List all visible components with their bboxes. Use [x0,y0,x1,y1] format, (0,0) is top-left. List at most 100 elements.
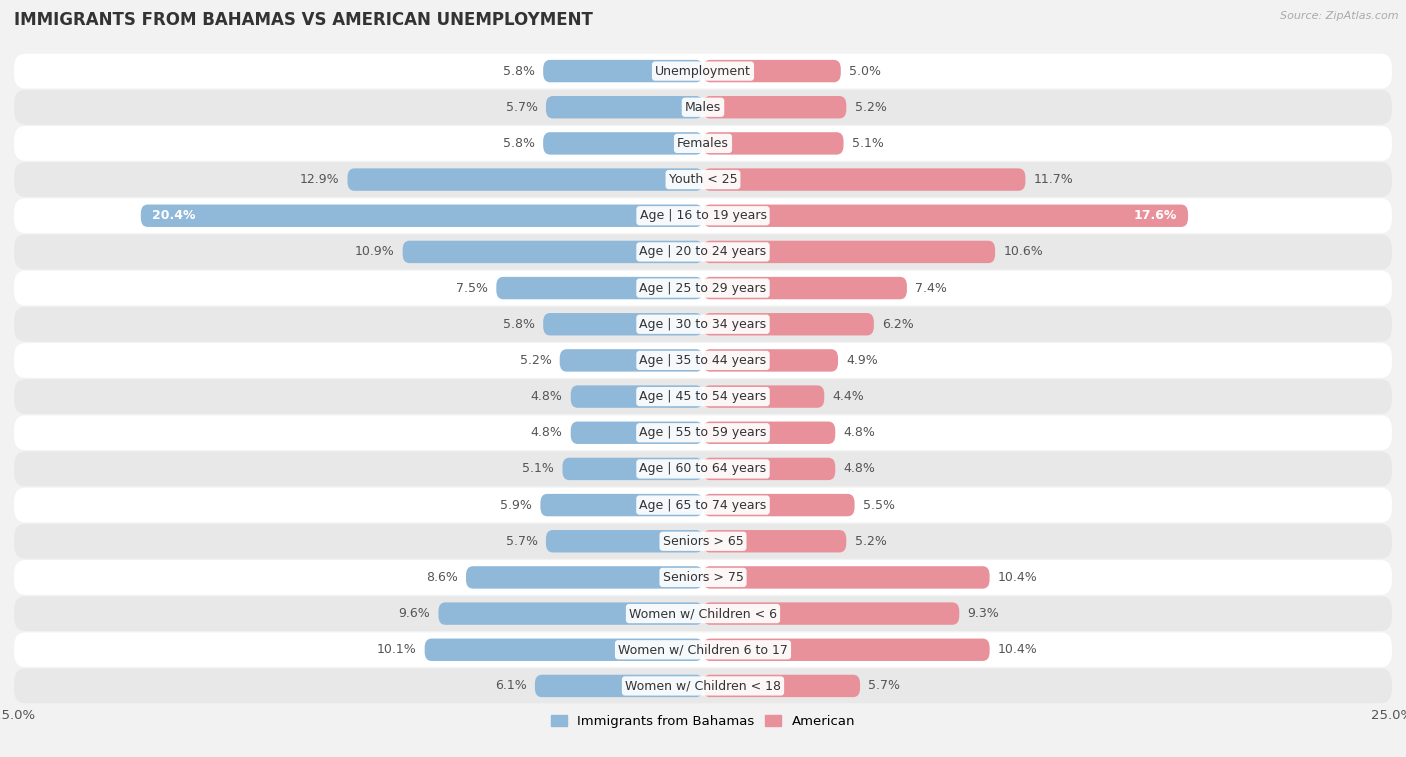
Text: 5.2%: 5.2% [520,354,551,367]
Text: 5.2%: 5.2% [855,101,886,114]
FancyBboxPatch shape [14,488,1392,522]
FancyBboxPatch shape [543,313,703,335]
Text: 5.9%: 5.9% [501,499,531,512]
Text: 9.6%: 9.6% [398,607,430,620]
FancyBboxPatch shape [703,674,860,697]
Text: 4.8%: 4.8% [844,426,876,439]
Text: 5.1%: 5.1% [522,463,554,475]
FancyBboxPatch shape [347,168,703,191]
Text: 8.6%: 8.6% [426,571,458,584]
FancyBboxPatch shape [562,458,703,480]
Text: Females: Females [678,137,728,150]
Text: Males: Males [685,101,721,114]
FancyBboxPatch shape [546,96,703,118]
Text: 7.5%: 7.5% [456,282,488,294]
Text: Age | 55 to 59 years: Age | 55 to 59 years [640,426,766,439]
Text: Age | 60 to 64 years: Age | 60 to 64 years [640,463,766,475]
FancyBboxPatch shape [425,639,703,661]
FancyBboxPatch shape [14,235,1392,269]
FancyBboxPatch shape [439,603,703,625]
FancyBboxPatch shape [703,168,1025,191]
Text: 20.4%: 20.4% [152,209,195,223]
Text: 5.7%: 5.7% [506,101,537,114]
Text: 11.7%: 11.7% [1033,173,1073,186]
FancyBboxPatch shape [703,349,838,372]
FancyBboxPatch shape [703,96,846,118]
FancyBboxPatch shape [14,668,1392,703]
FancyBboxPatch shape [546,530,703,553]
FancyBboxPatch shape [14,524,1392,559]
Text: 17.6%: 17.6% [1133,209,1177,223]
FancyBboxPatch shape [14,379,1392,414]
Text: 6.1%: 6.1% [495,680,527,693]
FancyBboxPatch shape [703,494,855,516]
FancyBboxPatch shape [703,530,846,553]
Text: 5.1%: 5.1% [852,137,884,150]
Text: Women w/ Children 6 to 17: Women w/ Children 6 to 17 [619,643,787,656]
FancyBboxPatch shape [703,639,990,661]
Text: 5.5%: 5.5% [863,499,894,512]
FancyBboxPatch shape [703,603,959,625]
FancyBboxPatch shape [560,349,703,372]
FancyBboxPatch shape [703,60,841,83]
FancyBboxPatch shape [534,674,703,697]
FancyBboxPatch shape [14,343,1392,378]
FancyBboxPatch shape [571,422,703,444]
Text: Source: ZipAtlas.com: Source: ZipAtlas.com [1281,11,1399,21]
FancyBboxPatch shape [703,132,844,154]
FancyBboxPatch shape [14,560,1392,595]
Text: Women w/ Children < 6: Women w/ Children < 6 [628,607,778,620]
Text: 5.8%: 5.8% [503,64,534,77]
FancyBboxPatch shape [703,204,1188,227]
Text: 4.8%: 4.8% [530,426,562,439]
Text: 4.4%: 4.4% [832,390,865,403]
Text: Age | 16 to 19 years: Age | 16 to 19 years [640,209,766,223]
Text: 6.2%: 6.2% [882,318,914,331]
Text: 10.4%: 10.4% [998,571,1038,584]
FancyBboxPatch shape [703,277,907,299]
Text: Age | 35 to 44 years: Age | 35 to 44 years [640,354,766,367]
Text: Age | 20 to 24 years: Age | 20 to 24 years [640,245,766,258]
Text: Age | 45 to 54 years: Age | 45 to 54 years [640,390,766,403]
Text: 10.4%: 10.4% [998,643,1038,656]
Text: Women w/ Children < 18: Women w/ Children < 18 [626,680,780,693]
FancyBboxPatch shape [14,126,1392,160]
Text: 5.7%: 5.7% [506,534,537,548]
Text: 10.9%: 10.9% [354,245,394,258]
Text: Unemployment: Unemployment [655,64,751,77]
Text: 9.3%: 9.3% [967,607,1000,620]
FancyBboxPatch shape [703,313,875,335]
FancyBboxPatch shape [703,566,990,589]
Text: 5.7%: 5.7% [869,680,900,693]
Text: Age | 25 to 29 years: Age | 25 to 29 years [640,282,766,294]
FancyBboxPatch shape [14,632,1392,667]
FancyBboxPatch shape [543,60,703,83]
Text: Age | 65 to 74 years: Age | 65 to 74 years [640,499,766,512]
FancyBboxPatch shape [141,204,703,227]
FancyBboxPatch shape [402,241,703,263]
FancyBboxPatch shape [14,307,1392,341]
Text: 5.8%: 5.8% [503,137,534,150]
FancyBboxPatch shape [465,566,703,589]
Text: Youth < 25: Youth < 25 [669,173,737,186]
Text: 4.9%: 4.9% [846,354,879,367]
FancyBboxPatch shape [703,458,835,480]
Text: 4.8%: 4.8% [530,390,562,403]
FancyBboxPatch shape [14,597,1392,631]
Text: Seniors > 65: Seniors > 65 [662,534,744,548]
FancyBboxPatch shape [496,277,703,299]
Text: 4.8%: 4.8% [844,463,876,475]
FancyBboxPatch shape [703,422,835,444]
FancyBboxPatch shape [540,494,703,516]
Text: 7.4%: 7.4% [915,282,948,294]
FancyBboxPatch shape [703,385,824,408]
Text: IMMIGRANTS FROM BAHAMAS VS AMERICAN UNEMPLOYMENT: IMMIGRANTS FROM BAHAMAS VS AMERICAN UNEM… [14,11,593,30]
FancyBboxPatch shape [14,162,1392,197]
Text: 5.8%: 5.8% [503,318,534,331]
Text: Seniors > 75: Seniors > 75 [662,571,744,584]
Text: 10.6%: 10.6% [1004,245,1043,258]
Text: 12.9%: 12.9% [299,173,339,186]
FancyBboxPatch shape [14,198,1392,233]
FancyBboxPatch shape [571,385,703,408]
FancyBboxPatch shape [14,54,1392,89]
